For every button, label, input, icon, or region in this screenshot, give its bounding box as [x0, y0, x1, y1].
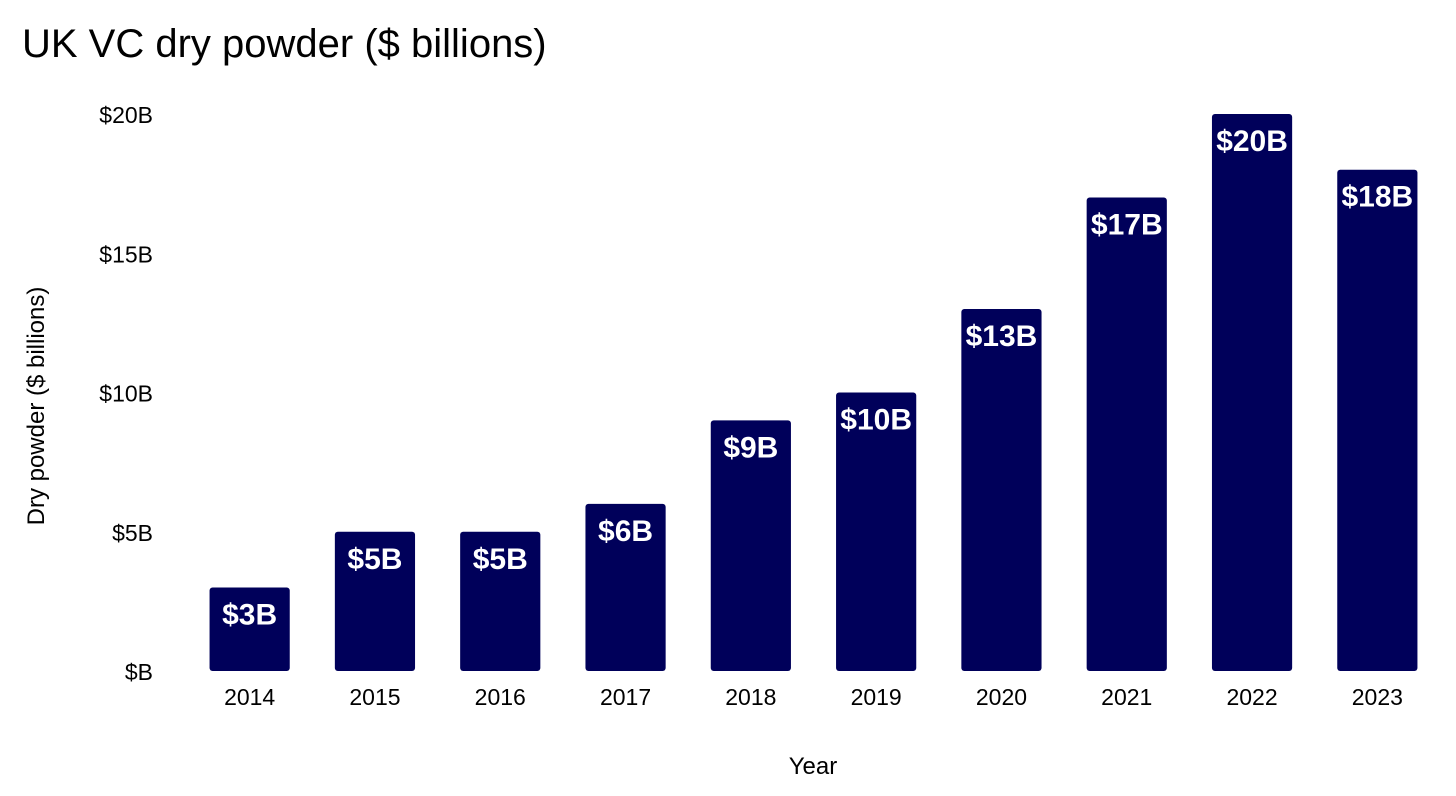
bar: [460, 531, 541, 671]
x-tick-label: 2017: [600, 684, 651, 710]
data-label: $9B: [723, 431, 778, 464]
bar: [1086, 197, 1167, 672]
x-tick-label: 2020: [976, 684, 1027, 710]
y-tick-label: $B: [125, 659, 153, 685]
x-tick-label: 2021: [1101, 684, 1152, 710]
bar: [836, 392, 917, 671]
x-tick-label: 2022: [1226, 684, 1277, 710]
data-label: $3B: [222, 598, 277, 631]
bar: [209, 587, 290, 671]
data-label: $5B: [473, 543, 528, 576]
bar: [961, 308, 1042, 671]
data-label: $10B: [840, 404, 912, 437]
bar: [1337, 169, 1418, 671]
y-tick-label: $20B: [99, 102, 153, 128]
bar: [585, 503, 666, 671]
x-tick-label: 2014: [224, 684, 275, 710]
data-label: $13B: [966, 320, 1038, 353]
data-label: $18B: [1341, 181, 1413, 214]
y-tick-label: $5B: [112, 520, 153, 546]
data-label: $6B: [598, 515, 653, 548]
chart-title: UK VC dry powder ($ billions): [22, 22, 547, 66]
bar: [1211, 114, 1293, 671]
y-tick-label: $10B: [99, 381, 153, 407]
x-tick-label: 2015: [349, 684, 400, 710]
y-tick-label: $15B: [99, 241, 153, 267]
data-label: $20B: [1216, 125, 1288, 158]
bar: [710, 420, 791, 671]
data-label: $17B: [1091, 209, 1163, 242]
x-axis-title: Year: [789, 753, 838, 780]
y-axis-ticks: $B $5B $10B $15B $20B: [99, 102, 153, 685]
x-tick-label: 2016: [475, 684, 526, 710]
x-tick-label: 2018: [725, 684, 776, 710]
x-tick-label: 2019: [851, 684, 902, 710]
data-label: $5B: [347, 543, 402, 576]
bar: [334, 531, 416, 671]
x-axis-ticks: 2014 2015 2016 2017 2018 2019 2020 2021 2022 2023: [224, 684, 1403, 710]
x-tick-label: 2023: [1352, 684, 1403, 710]
bars: $3B $5B $5B $6B $9B $10B $13B $17B $20B $18B: [209, 114, 1418, 672]
y-axis-title: Dry powder ($ billions): [23, 287, 50, 526]
